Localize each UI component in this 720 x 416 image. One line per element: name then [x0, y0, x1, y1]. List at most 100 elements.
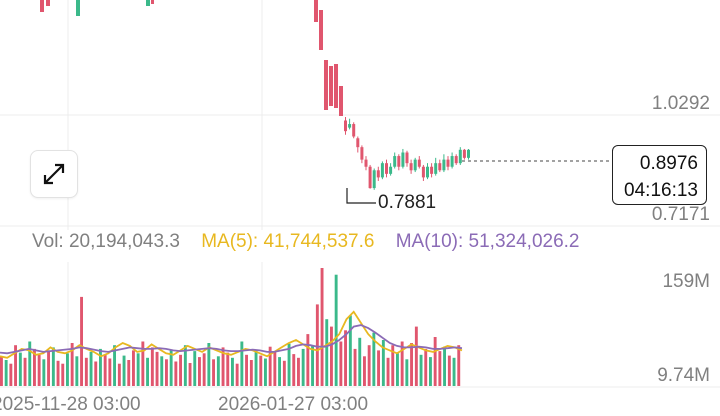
candle: [442, 159, 446, 171]
candle: [40, 0, 44, 12]
volume-bar: [132, 350, 135, 386]
chart-canvas[interactable]: [0, 0, 720, 404]
candle: [409, 163, 413, 171]
time-axis-right-label: 2026-01-27 03:00: [218, 394, 369, 415]
volume-bar: [372, 332, 376, 386]
candle: [389, 166, 393, 174]
volume-bar: [339, 341, 343, 386]
candle: [446, 159, 450, 167]
volume-bar: [344, 330, 347, 386]
candle: [364, 159, 368, 167]
candle: [454, 156, 458, 164]
candle: [339, 86, 343, 116]
volume-bar: [174, 361, 178, 386]
volume-bar: [212, 359, 215, 386]
volume-bar: [160, 356, 164, 386]
candle: [348, 124, 352, 128]
volume-bar: [245, 354, 248, 386]
candle: [76, 0, 80, 16]
candle: [319, 10, 323, 50]
current-price-tag: 0.8976 04:16:13: [612, 145, 707, 205]
volume-legend: Vol: 20,194,043.3 MA(5): 41,744,537.6 MA…: [32, 231, 596, 253]
candle-countdown: 04:16:13: [624, 180, 698, 201]
volume-bar: [28, 341, 32, 386]
candle: [426, 166, 429, 178]
volume-bar: [311, 345, 314, 386]
volume-bar: [363, 356, 366, 386]
volume-bar: [443, 346, 446, 386]
volume-bar: [23, 357, 27, 386]
candle: [450, 156, 454, 167]
candle: [329, 66, 333, 106]
expand-chart-button[interactable]: [30, 150, 78, 198]
candle: [352, 124, 356, 137]
ma5-line: [0, 310, 463, 359]
candle: [438, 163, 442, 171]
candle: [393, 156, 397, 167]
candle: [314, 0, 318, 22]
volume-bar: [438, 351, 442, 386]
volume-bar: [268, 346, 272, 386]
grid: [0, 0, 720, 390]
volume-bar: [254, 350, 258, 386]
volume-bar: [315, 304, 319, 386]
vol-value: Vol: 20,194,043.3: [32, 231, 180, 252]
volume-bar: [108, 358, 112, 386]
candle: [151, 0, 154, 4]
time-axis-left-label: 2025-11-28 03:00: [0, 394, 141, 415]
candle: [458, 149, 462, 164]
volume-axis-low-label: 9.74M: [657, 365, 710, 386]
candle: [372, 170, 376, 189]
volume-bar: [146, 357, 149, 386]
volume-bar: [396, 353, 399, 386]
price-axis-low-label: 0.7171: [651, 204, 710, 225]
volume-bar: [141, 341, 145, 386]
ma10-value: MA(10): 51,324,026.2: [395, 231, 580, 252]
candles: [314, 0, 470, 190]
volume-bar: [89, 351, 93, 386]
candles-top-left: [40, 0, 154, 16]
volume-bar: [0, 356, 3, 386]
candle: [146, 0, 150, 6]
volume-bar: [202, 353, 206, 386]
volume-bar: [56, 360, 60, 386]
volume-bar: [37, 354, 41, 386]
volume-bar: [155, 351, 159, 386]
candle: [344, 120, 347, 132]
candle: [46, 0, 50, 6]
volume-bar: [51, 347, 55, 386]
volume-bar: [367, 345, 371, 386]
candle: [434, 163, 438, 174]
low-marker-label: 0.7881: [378, 192, 437, 213]
volume-bar: [249, 360, 253, 386]
volume-bar: [400, 341, 404, 386]
candle: [462, 149, 466, 158]
volume-bar: [80, 296, 83, 386]
candle: [417, 159, 421, 167]
volume-bar: [419, 354, 423, 386]
volume-bar: [70, 343, 74, 386]
candle: [467, 149, 470, 158]
volume-bar: [179, 354, 182, 386]
volume-bar: [410, 343, 413, 386]
volume-bar: [330, 326, 333, 386]
volume-bar: [122, 355, 126, 386]
volume-bar: [297, 357, 300, 386]
volume-bar: [61, 363, 65, 386]
candle: [397, 156, 401, 167]
volume-bar: [165, 359, 168, 386]
volume-bar: [94, 361, 98, 386]
volume-bar: [325, 319, 329, 386]
candle: [360, 147, 364, 160]
candle: [385, 163, 388, 174]
candle: [430, 166, 434, 174]
volume-bar: [386, 357, 390, 386]
candle: [380, 163, 384, 178]
ma5-value: MA(5): 41,744,537.6: [201, 231, 375, 252]
volume-bar: [424, 348, 428, 386]
volume-bar: [99, 348, 102, 386]
volume-bar: [150, 347, 154, 386]
volume-bar: [47, 350, 50, 386]
volume-bar: [240, 341, 244, 386]
volume-bar: [377, 350, 380, 386]
